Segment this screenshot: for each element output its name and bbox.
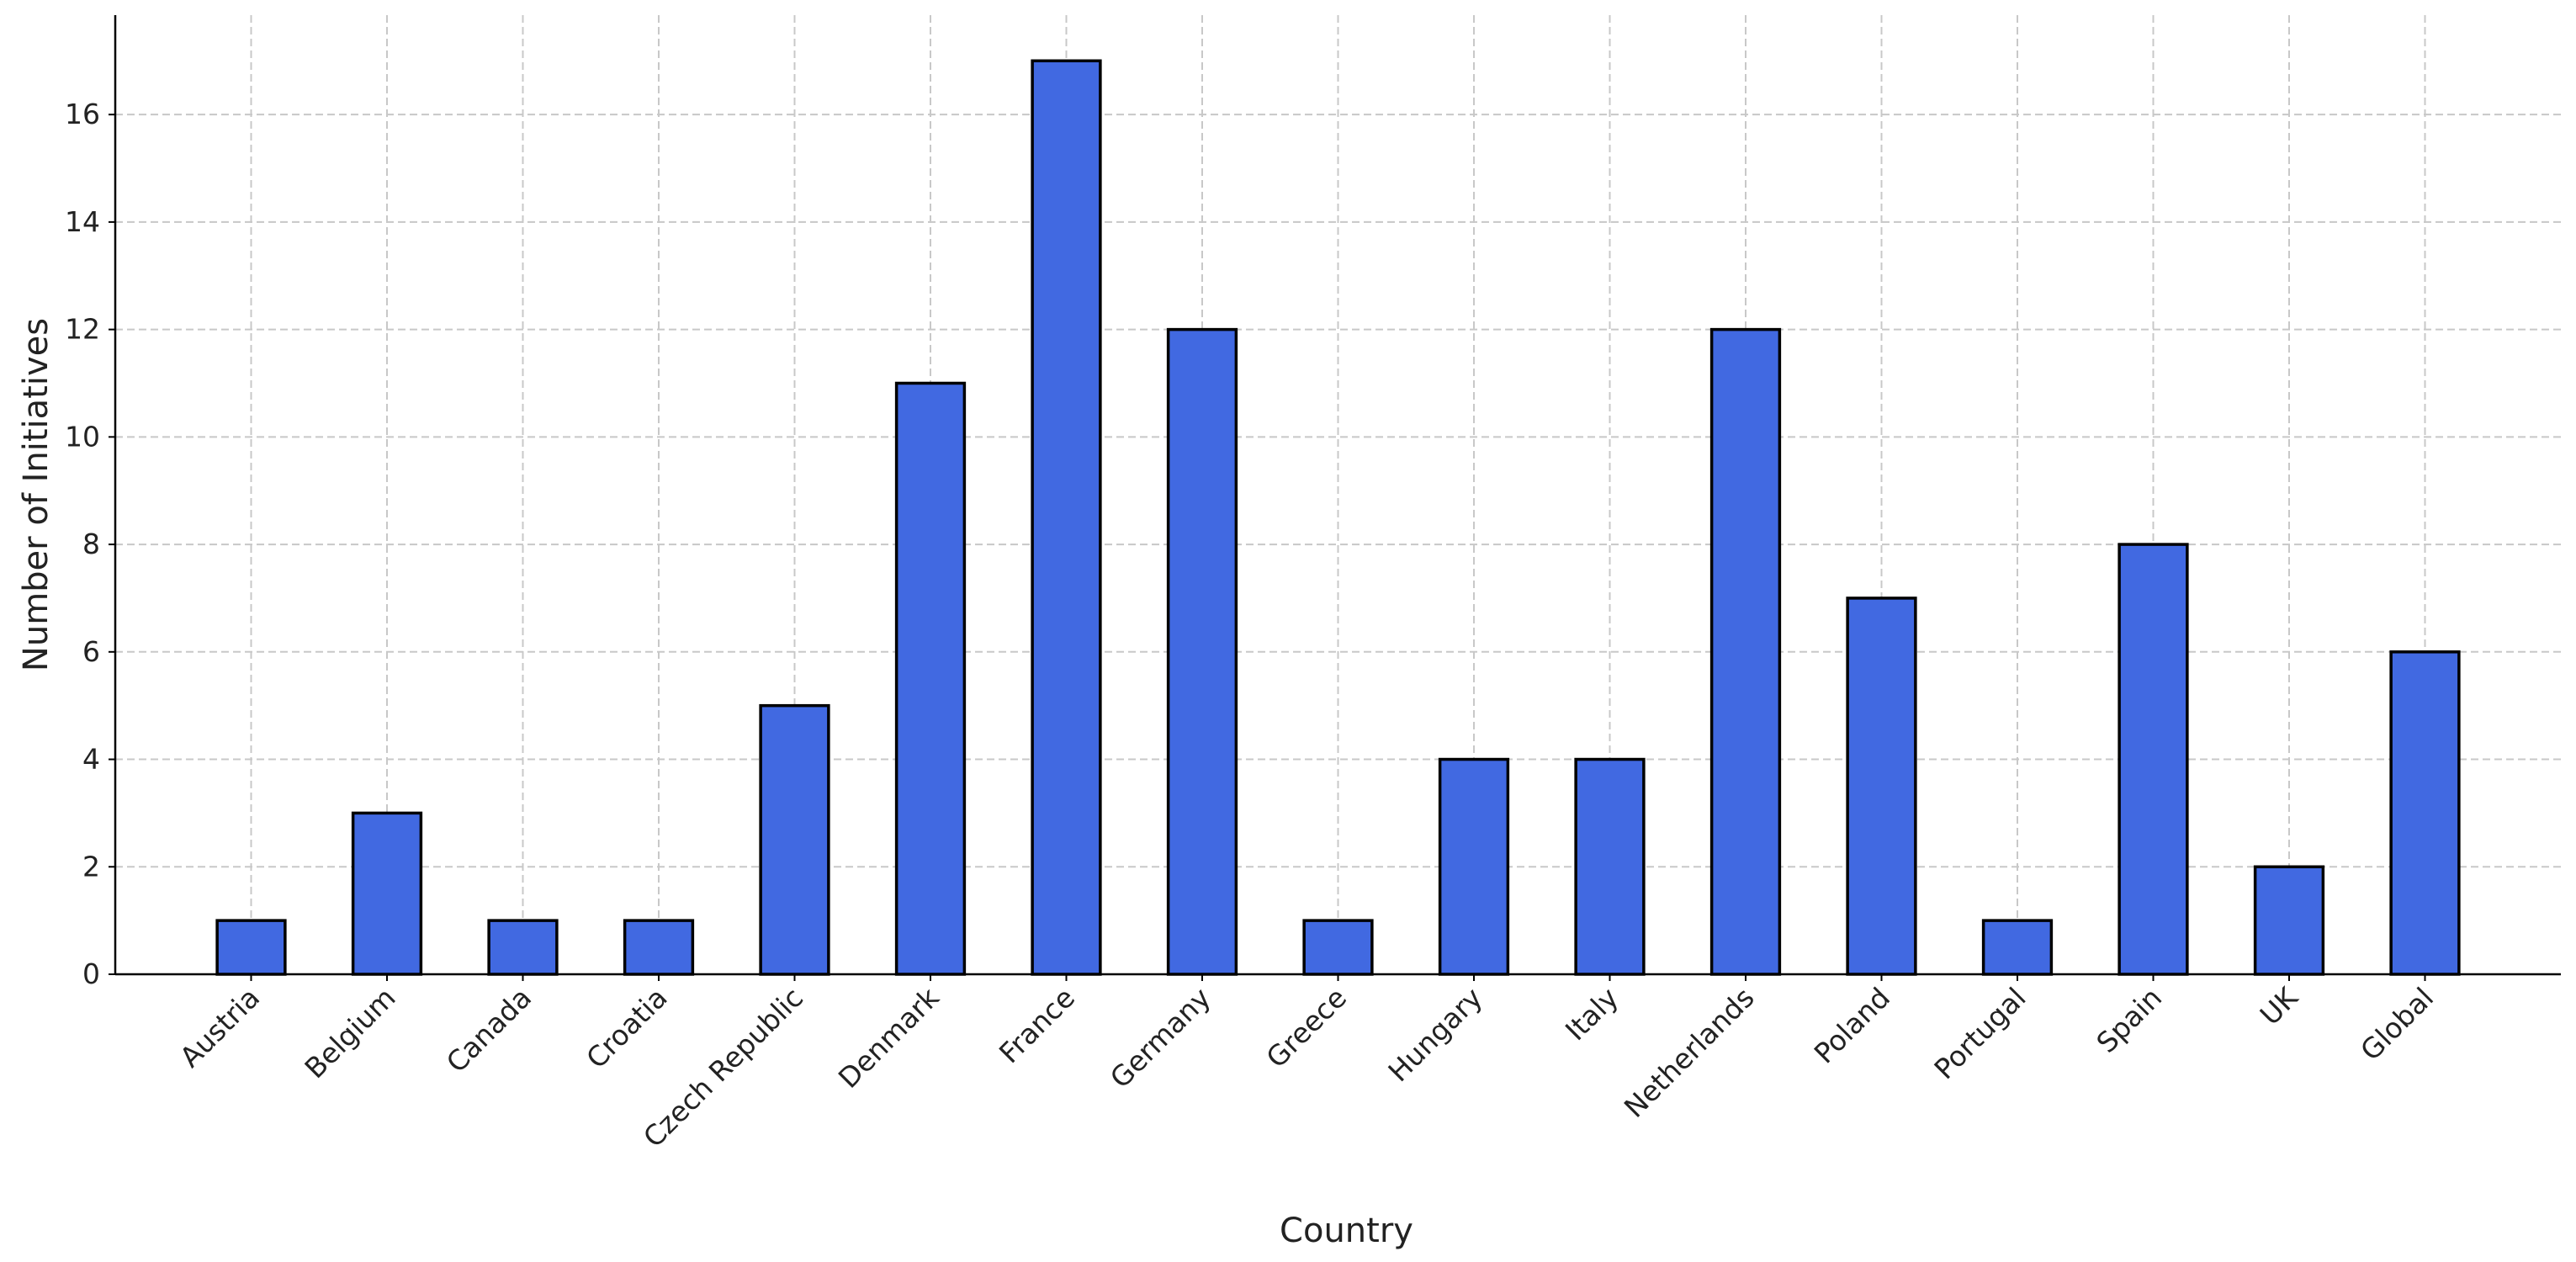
- x-tick-label: Portugal: [1927, 981, 2032, 1085]
- tick-labels: 0 2 4 6 8 10 12 14 16 Austria Belgium Canada Croatia…: [65, 98, 2440, 1153]
- bar: [1574, 757, 1646, 976]
- y-tick-label: 12: [65, 313, 100, 346]
- bar: [1031, 59, 1102, 976]
- x-tick-label: Italy: [1559, 981, 1625, 1047]
- y-tick-label: 14: [65, 205, 100, 238]
- x-tick-label: UK: [2254, 980, 2305, 1031]
- x-axis-title: Country: [1280, 1212, 1413, 1250]
- x-tick-label: Croatia: [580, 981, 673, 1074]
- bar: [759, 703, 830, 976]
- x-tick-label: France: [993, 981, 1081, 1069]
- x-tick-label: Netherlands: [1618, 981, 1761, 1124]
- x-tick-label: Denmark: [832, 980, 946, 1094]
- grid: [115, 15, 2561, 975]
- bar: [487, 919, 559, 976]
- bar: [351, 811, 423, 976]
- x-tick-label: Greece: [1260, 981, 1354, 1074]
- bar: [2389, 650, 2461, 976]
- x-tick-label: Canada: [440, 981, 538, 1079]
- bar: [1981, 919, 2054, 976]
- bar: [1846, 597, 1917, 976]
- bar: [2118, 543, 2189, 976]
- bars: [215, 59, 2461, 976]
- y-axis-title: Number of Initiatives: [17, 318, 56, 671]
- y-tick-label: 8: [82, 528, 100, 560]
- bar: [623, 919, 695, 976]
- y-tick-label: 2: [82, 850, 100, 883]
- x-tick-label: Spain: [2090, 981, 2168, 1059]
- y-tick-label: 10: [65, 420, 100, 453]
- bar: [215, 919, 287, 976]
- x-tick-label: Germany: [1104, 981, 1217, 1095]
- y-tick-label: 0: [82, 957, 100, 990]
- x-tick-label: Austria: [173, 981, 266, 1074]
- bar: [1166, 327, 1238, 976]
- x-tick-label: Poland: [1808, 981, 1896, 1069]
- x-tick-label: Belgium: [298, 981, 401, 1084]
- y-tick-label: 6: [82, 635, 100, 668]
- bar: [1709, 327, 1782, 976]
- axes: [109, 15, 2561, 981]
- y-tick-label: 16: [65, 98, 100, 130]
- bar: [1438, 757, 1510, 976]
- bar: [894, 381, 967, 976]
- x-tick-label: Hungary: [1381, 981, 1488, 1088]
- x-tick-label: Global: [2354, 981, 2440, 1067]
- bar: [2253, 865, 2325, 976]
- y-tick-label: 4: [82, 743, 100, 776]
- bar: [1302, 919, 1374, 976]
